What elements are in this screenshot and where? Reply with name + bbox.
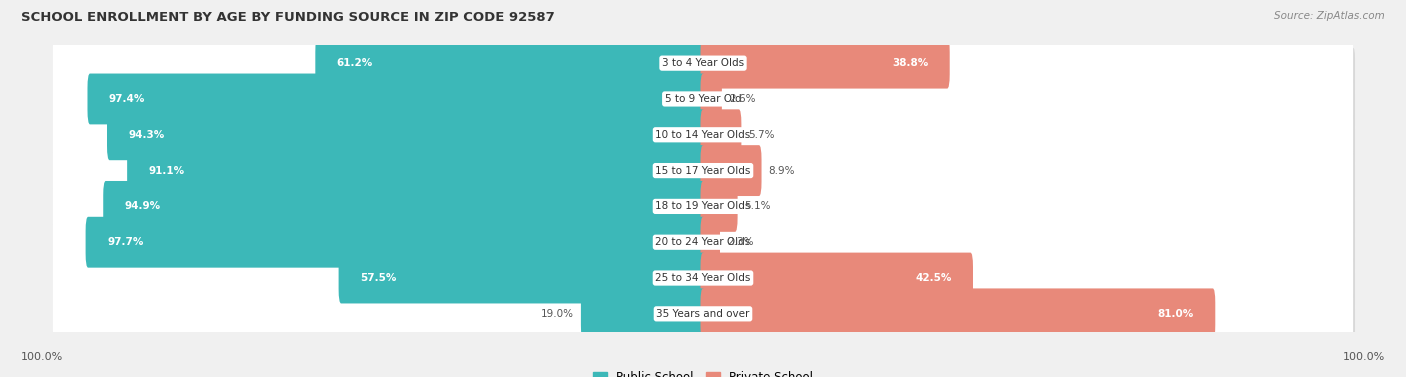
FancyBboxPatch shape: [53, 180, 1353, 233]
Text: 19.0%: 19.0%: [541, 309, 574, 319]
Text: 5.7%: 5.7%: [748, 130, 775, 140]
Text: 20 to 24 Year Olds: 20 to 24 Year Olds: [655, 237, 751, 247]
FancyBboxPatch shape: [700, 38, 949, 89]
Text: 97.7%: 97.7%: [107, 237, 143, 247]
FancyBboxPatch shape: [700, 288, 1215, 339]
FancyBboxPatch shape: [55, 84, 1355, 136]
FancyBboxPatch shape: [700, 109, 741, 160]
FancyBboxPatch shape: [86, 217, 706, 268]
Text: 97.4%: 97.4%: [108, 94, 145, 104]
FancyBboxPatch shape: [53, 216, 1353, 268]
Text: 100.0%: 100.0%: [21, 352, 63, 362]
FancyBboxPatch shape: [53, 144, 1353, 197]
FancyBboxPatch shape: [55, 48, 1355, 100]
FancyBboxPatch shape: [315, 38, 706, 89]
FancyBboxPatch shape: [107, 109, 706, 160]
FancyBboxPatch shape: [55, 299, 1355, 351]
Text: 5.1%: 5.1%: [745, 201, 770, 211]
Text: 25 to 34 Year Olds: 25 to 34 Year Olds: [655, 273, 751, 283]
Text: 3 to 4 Year Olds: 3 to 4 Year Olds: [662, 58, 744, 68]
Text: 42.5%: 42.5%: [915, 273, 952, 283]
Text: 8.9%: 8.9%: [769, 166, 794, 176]
FancyBboxPatch shape: [87, 74, 706, 124]
FancyBboxPatch shape: [581, 288, 706, 339]
FancyBboxPatch shape: [53, 252, 1353, 304]
FancyBboxPatch shape: [53, 73, 1353, 125]
FancyBboxPatch shape: [700, 217, 720, 268]
Text: 81.0%: 81.0%: [1157, 309, 1194, 319]
Text: 2.6%: 2.6%: [728, 94, 755, 104]
Text: 57.5%: 57.5%: [360, 273, 396, 283]
Text: 91.1%: 91.1%: [149, 166, 184, 176]
FancyBboxPatch shape: [55, 191, 1355, 243]
FancyBboxPatch shape: [55, 120, 1355, 172]
Text: 10 to 14 Year Olds: 10 to 14 Year Olds: [655, 130, 751, 140]
FancyBboxPatch shape: [339, 253, 706, 303]
Text: 18 to 19 Year Olds: 18 to 19 Year Olds: [655, 201, 751, 211]
FancyBboxPatch shape: [55, 227, 1355, 279]
Text: Source: ZipAtlas.com: Source: ZipAtlas.com: [1274, 11, 1385, 21]
Text: 5 to 9 Year Old: 5 to 9 Year Old: [665, 94, 741, 104]
FancyBboxPatch shape: [103, 181, 706, 232]
FancyBboxPatch shape: [700, 145, 762, 196]
FancyBboxPatch shape: [53, 288, 1353, 340]
FancyBboxPatch shape: [53, 109, 1353, 161]
Text: 94.3%: 94.3%: [128, 130, 165, 140]
Text: 15 to 17 Year Olds: 15 to 17 Year Olds: [655, 166, 751, 176]
Legend: Public School, Private School: Public School, Private School: [588, 366, 818, 377]
Text: 100.0%: 100.0%: [1343, 352, 1385, 362]
Text: 38.8%: 38.8%: [891, 58, 928, 68]
Text: 2.3%: 2.3%: [727, 237, 754, 247]
FancyBboxPatch shape: [55, 263, 1355, 315]
FancyBboxPatch shape: [700, 181, 738, 232]
FancyBboxPatch shape: [700, 253, 973, 303]
Text: 94.9%: 94.9%: [125, 201, 160, 211]
Text: 61.2%: 61.2%: [336, 58, 373, 68]
FancyBboxPatch shape: [127, 145, 706, 196]
FancyBboxPatch shape: [53, 37, 1353, 89]
FancyBboxPatch shape: [55, 155, 1355, 207]
Text: 35 Years and over: 35 Years and over: [657, 309, 749, 319]
Text: SCHOOL ENROLLMENT BY AGE BY FUNDING SOURCE IN ZIP CODE 92587: SCHOOL ENROLLMENT BY AGE BY FUNDING SOUR…: [21, 11, 555, 24]
FancyBboxPatch shape: [700, 74, 721, 124]
